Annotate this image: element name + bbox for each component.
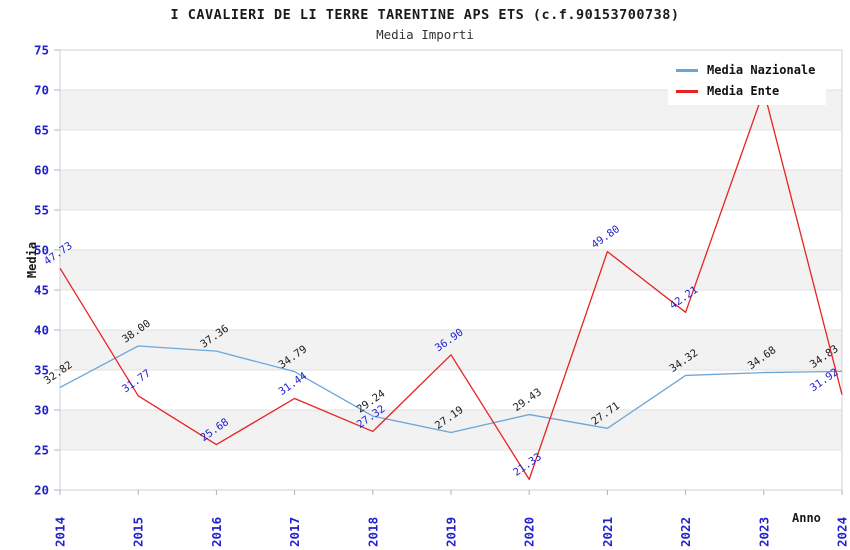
svg-text:40: 40 [34, 323, 49, 338]
plot-bands [60, 90, 842, 450]
svg-text:31.77: 31.77 [120, 367, 153, 395]
svg-text:45: 45 [34, 283, 49, 298]
svg-text:70: 70 [34, 83, 49, 98]
svg-text:60: 60 [34, 163, 49, 178]
y-axis-title: Media [25, 241, 39, 279]
legend: Media Nazionale Media Ente [668, 56, 826, 105]
svg-text:2022: 2022 [678, 517, 693, 547]
svg-text:30: 30 [34, 403, 49, 418]
svg-text:2018: 2018 [365, 517, 380, 547]
svg-text:21.33: 21.33 [511, 451, 544, 479]
x-axis-title: Anno [792, 511, 821, 525]
legend-label-media-nazionale: Media Nazionale [707, 63, 816, 77]
chart-title: I CAVALIERI DE LI TERRE TARENTINE APS ET… [170, 7, 680, 23]
svg-text:2015: 2015 [131, 517, 146, 547]
svg-text:2021: 2021 [600, 517, 615, 547]
svg-text:49.80: 49.80 [589, 223, 622, 251]
svg-text:2024: 2024 [835, 517, 850, 547]
legend-line-swatch-nazionale [676, 68, 698, 72]
svg-text:65: 65 [34, 123, 49, 138]
svg-text:20: 20 [34, 483, 49, 498]
series-line-media-nazionale [59, 345, 843, 434]
legend-item-media-ente: Media Ente [672, 84, 822, 98]
svg-text:2023: 2023 [756, 517, 771, 547]
svg-text:2019: 2019 [444, 517, 459, 547]
series-line-media-ente [59, 90, 843, 481]
legend-label-media-ente: Media Ente [707, 84, 780, 98]
svg-text:2014: 2014 [53, 517, 68, 547]
svg-text:25: 25 [34, 443, 49, 458]
svg-text:55: 55 [34, 203, 49, 218]
svg-text:2016: 2016 [209, 517, 224, 547]
svg-text:75: 75 [34, 43, 49, 58]
legend-line-swatch-ente [676, 89, 698, 93]
svg-text:31.44: 31.44 [276, 370, 309, 398]
x-axis-ticks: 2014 2015 2016 2017 2018 2019 2020 2021 2022 2023… [53, 490, 850, 547]
chart-subtitle: Media Importi [376, 27, 474, 42]
svg-text:35: 35 [34, 363, 49, 378]
legend-item-media-nazionale: Media Nazionale [672, 63, 822, 77]
svg-text:2017: 2017 [287, 517, 302, 547]
svg-text:2020: 2020 [522, 517, 537, 547]
svg-text:50: 50 [34, 243, 49, 258]
y-axis-ticks: 20 25 30 35 40 45 50 55 60 65 70 75 [34, 43, 60, 498]
